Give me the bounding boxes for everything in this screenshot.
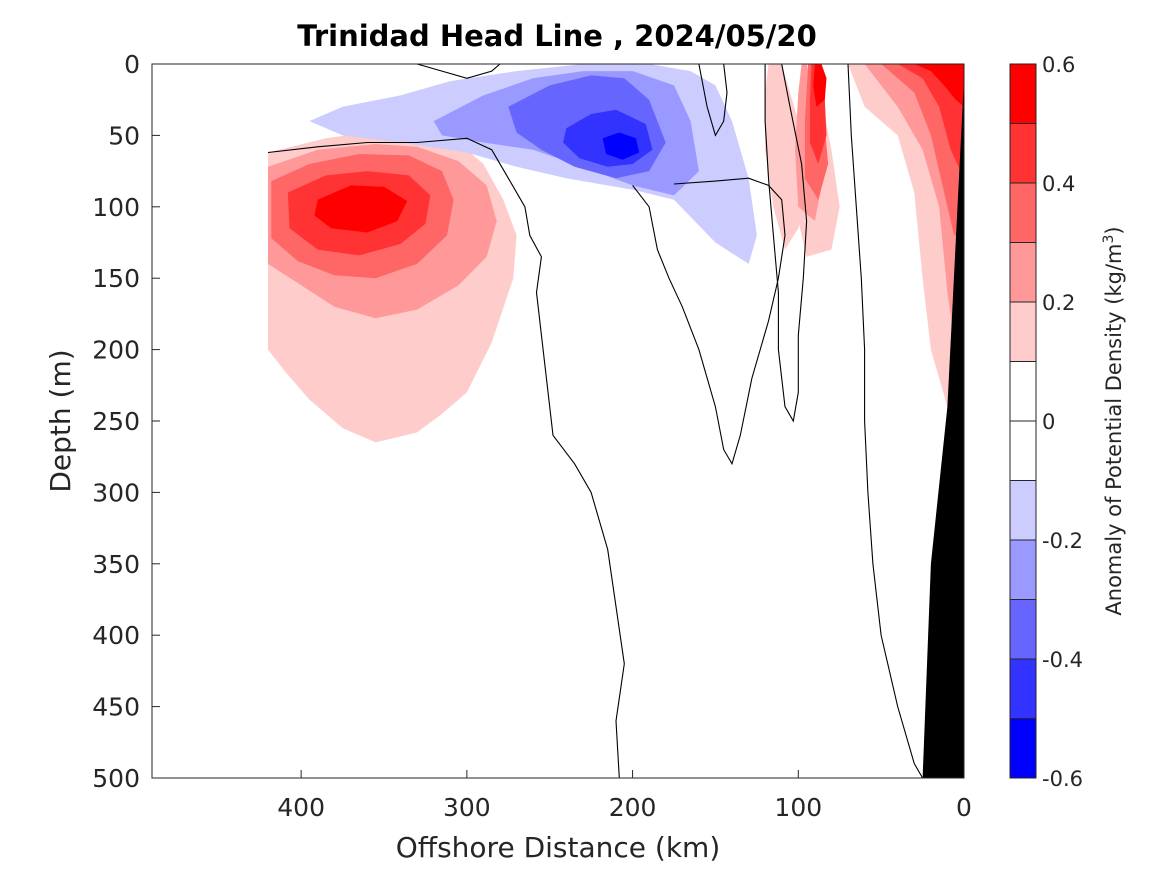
colorbar-segment-11: [1010, 718, 1036, 779]
colorbar-tick-label-6: -0.6: [1042, 767, 1083, 791]
zero-contour-5: [416, 63, 501, 79]
y-axis-label: Depth (m): [44, 349, 77, 492]
colorbar-segment-3: [1010, 242, 1036, 303]
colorbar-segment-5: [1010, 361, 1036, 422]
x-tick-label-1: 300: [443, 793, 491, 822]
colorbar-segment-10: [1010, 659, 1036, 719]
x-tick-label-4: 0: [956, 793, 972, 822]
y-tick-label-2: 100: [92, 193, 140, 222]
y-tick-label-6: 300: [92, 478, 140, 507]
colorbar-label-main: Anomaly of Potential Density (kg/m: [1102, 244, 1126, 616]
plot-contour-fills: [268, 64, 964, 443]
colorbar-segment-0: [1010, 64, 1036, 124]
plot-bathymetry: [922, 78, 964, 779]
zero-contour-1: [632, 177, 786, 466]
colorbar-tick-label-1: 0.4: [1042, 172, 1075, 196]
y-tick-label-5: 250: [92, 407, 140, 436]
y-axis-ticks: 0 50 100 150 200 250 300 350 400 450 500: [92, 50, 160, 793]
colorbar-label-close: ): [1102, 226, 1126, 234]
colorbar-ticks: 0.6 0.4 0.2 0 -0.2 -0.4 -0.6: [1030, 53, 1083, 791]
y-tick-label-10: 500: [92, 764, 140, 793]
colorbar-segment-2: [1010, 183, 1036, 243]
x-tick-label-3: 100: [774, 793, 822, 822]
colorbar-segment-9: [1010, 599, 1036, 660]
y-tick-label-4: 200: [92, 336, 140, 365]
contour-fill-19: [813, 64, 827, 107]
x-axis-ticks: 400 300 200 100 0: [277, 770, 972, 822]
y-tick-label-8: 400: [92, 621, 140, 650]
colorbar-tick-label-4: -0.2: [1042, 529, 1083, 553]
contour-fill-10: [765, 64, 807, 250]
x-tick-label-2: 200: [609, 793, 657, 822]
colorbar-segment-6: [1010, 421, 1036, 481]
contour-fill-9: [602, 132, 640, 160]
colorbar-segment-8: [1010, 540, 1036, 600]
x-axis-label: Offshore Distance (km): [396, 831, 721, 864]
chart-title: Trinidad Head Line , 2024/05/20: [297, 19, 817, 53]
contour-fill-4: [314, 185, 408, 233]
zero-contour-0: [267, 137, 625, 779]
y-tick-label-3: 150: [92, 264, 140, 293]
colorbar-tick-label-0: 0.6: [1042, 53, 1075, 77]
colorbar-tick-label-2: 0.2: [1042, 291, 1075, 315]
colorbar-segment-1: [1010, 123, 1036, 184]
x-tick-label-0: 400: [277, 793, 325, 822]
colorbar-label: Anomaly of Potential Density (kg/m3): [1101, 226, 1126, 615]
colorbar-tick-label-3: 0: [1042, 410, 1055, 434]
y-tick-label-0: 0: [124, 50, 140, 79]
plot-zero-contours: [267, 63, 924, 779]
zero-contour-4: [698, 63, 728, 137]
zero-contour-2: [764, 63, 808, 423]
y-tick-label-9: 450: [92, 693, 140, 722]
colorbar-segment-4: [1010, 302, 1036, 362]
bathymetry-shelf: [922, 78, 964, 779]
contour-fill-18: [897, 64, 964, 179]
colorbar-segment-7: [1010, 480, 1036, 541]
colorbar-label-sup: 3: [1101, 235, 1117, 244]
y-tick-label-1: 50: [108, 121, 140, 150]
colorbar-tick-label-5: -0.4: [1042, 648, 1083, 672]
colorbar: [1009, 63, 1037, 779]
zero-contour-3: [847, 63, 924, 779]
y-tick-label-7: 350: [92, 550, 140, 579]
contour-fill-20: [914, 64, 964, 107]
